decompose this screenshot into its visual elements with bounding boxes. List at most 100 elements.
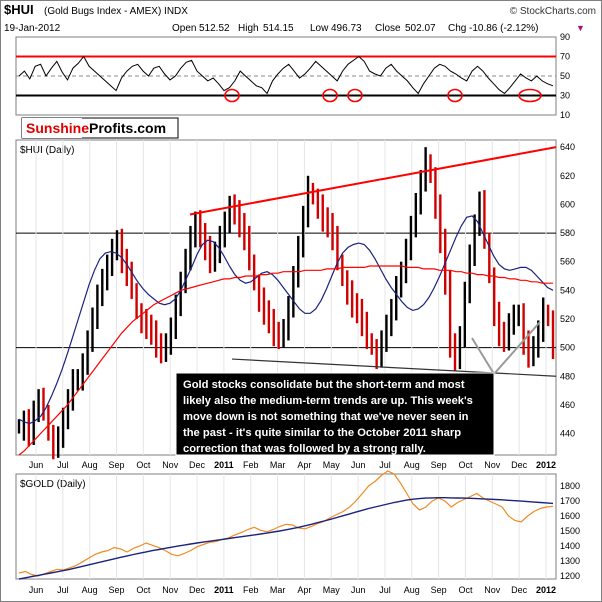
price-ytick-620: 620 (560, 171, 575, 181)
annotation-arrow-1 (471, 337, 495, 375)
source-credit: © StockCharts.com (510, 6, 596, 17)
gold-xtick-Feb: Feb (243, 585, 259, 595)
price-panel-title: $HUI (Daily) (20, 145, 74, 156)
price-xtick-Jun: Jun (29, 460, 44, 470)
gold-xtick-Dec: Dec (511, 585, 528, 595)
gold-xtick-Nov: Nov (162, 585, 179, 595)
indicator-tick-70: 70 (560, 52, 570, 62)
price-ma200 (18, 265, 553, 456)
price-xtick-Sep: Sep (431, 460, 447, 470)
price-ytick-640: 640 (560, 142, 575, 152)
gold-xtick-Apr: Apr (297, 585, 311, 595)
annotation-line-1: Gold stocks consolidate but the short-te… (183, 379, 465, 391)
price-xtick-2012: 2012 (536, 460, 556, 470)
gold-ytick-1800: 1800 (560, 481, 580, 491)
price-xtick-Feb: Feb (243, 460, 259, 470)
chart-date: 19-Jan-2012 (4, 23, 61, 34)
price-xtick-Nov: Nov (484, 460, 501, 470)
annotation-line-4: the past - it's quite similar to the Oct… (183, 427, 461, 439)
price-layer (16, 140, 557, 579)
oversold-circle-5 (518, 88, 542, 103)
close-value: 502.07 (405, 23, 436, 34)
gold-xtick-Dec: Dec (189, 585, 206, 595)
price-xtick-2011: 2011 (214, 460, 234, 470)
price-xtick-Jun: Jun (351, 460, 366, 470)
chg-label: Chg (448, 23, 466, 34)
gold-ytick-1400: 1400 (560, 541, 580, 551)
oversold-circle-4 (447, 88, 463, 103)
logo-profits: Profits.com (89, 120, 166, 136)
gold-xtick-Sep: Sep (431, 585, 447, 595)
gold-xtick-Sep: Sep (109, 585, 125, 595)
gold-ma200 (18, 497, 554, 580)
gold-xtick-Mar: Mar (270, 585, 286, 595)
price-ytick-460: 460 (560, 400, 575, 410)
price-xtick-Dec: Dec (511, 460, 528, 470)
logo-sunshine: Sunshine (26, 120, 89, 136)
gold-xtick-Oct: Oct (136, 585, 151, 595)
price-ytick-540: 540 (560, 285, 575, 295)
open-value: 512.52 (199, 23, 230, 34)
price-xtick-Oct: Oct (458, 460, 473, 470)
oversold-circle-2 (322, 88, 338, 103)
gold-xtick-May: May (323, 585, 341, 595)
price-xtick-Aug: Aug (82, 460, 98, 470)
price-ma50 (18, 215, 554, 425)
chg-value: -10.86 (-2.12%) (469, 23, 538, 34)
annotation-line-3: move down is not something that we've ne… (183, 411, 469, 423)
close-label: Close (375, 23, 401, 34)
gold-xtick-2011: 2011 (214, 585, 234, 595)
gold-layer (18, 470, 554, 580)
price-ytick-600: 600 (560, 199, 575, 209)
price-xtick-Aug: Aug (404, 460, 420, 470)
gold-xtick-Jun: Jun (29, 585, 44, 595)
gold-ytick-1600: 1600 (560, 511, 580, 521)
high-label: High (238, 23, 259, 34)
price-ytick-480: 480 (560, 371, 575, 381)
price-ytick-560: 560 (560, 257, 575, 267)
price-xtick-Apr: Apr (297, 460, 311, 470)
gold-panel-title: $GOLD (Daily) (20, 479, 86, 490)
price-xtick-Sep: Sep (109, 460, 125, 470)
gold-ytick-1500: 1500 (560, 526, 580, 536)
price-ytick-440: 440 (560, 429, 575, 439)
indicator-tick-30: 30 (560, 91, 570, 101)
down-arrow-icon: ▼ (576, 23, 585, 33)
gold-xtick-Jul: Jul (379, 585, 391, 595)
price-xtick-Mar: Mar (270, 460, 286, 470)
indicator-series (18, 55, 554, 95)
gold-ytick-1300: 1300 (560, 556, 580, 566)
gold-xtick-Jul: Jul (57, 585, 69, 595)
gold-xtick-Oct: Oct (458, 585, 473, 595)
indicator-tick-50: 50 (560, 71, 570, 81)
gold-xtick-2012: 2012 (536, 585, 556, 595)
support-line (231, 358, 557, 377)
indicator-tick-10: 10 (560, 110, 570, 120)
low-value: 496.73 (331, 23, 362, 34)
chart-name: (Gold Bugs Index - AMEX) INDX (44, 6, 188, 17)
price-xtick-Dec: Dec (189, 460, 206, 470)
open-label: Open (172, 23, 196, 34)
price-xtick-May: May (323, 460, 341, 470)
price-xtick-Oct: Oct (136, 460, 151, 470)
gold-xtick-Nov: Nov (484, 585, 501, 595)
gold-ytick-1200: 1200 (560, 571, 580, 581)
axes-layer: 90 70 50 30 10 Jun Jun Jul Jul Aug Aug Sep Sep Oct Oct… (29, 32, 580, 595)
low-label: Low (310, 23, 329, 34)
gold-price-line (18, 470, 554, 577)
annotation-line-2: likely also the medium-term trends are u… (183, 395, 473, 407)
gold-xtick-Aug: Aug (404, 585, 420, 595)
price-xtick-Jul: Jul (379, 460, 391, 470)
gold-ytick-1700: 1700 (560, 496, 580, 506)
oversold-circle-1 (224, 88, 240, 103)
high-value: 514.15 (263, 23, 294, 34)
annotation-box: Gold stocks consolidate but the short-te… (175, 372, 495, 456)
price-xtick-Nov: Nov (162, 460, 179, 470)
price-ytick-580: 580 (560, 228, 575, 238)
indicator-layer (16, 55, 556, 103)
price-ytick-500: 500 (560, 343, 575, 353)
chart-symbol: $HUI (4, 2, 34, 17)
price-xtick-Jul: Jul (57, 460, 69, 470)
